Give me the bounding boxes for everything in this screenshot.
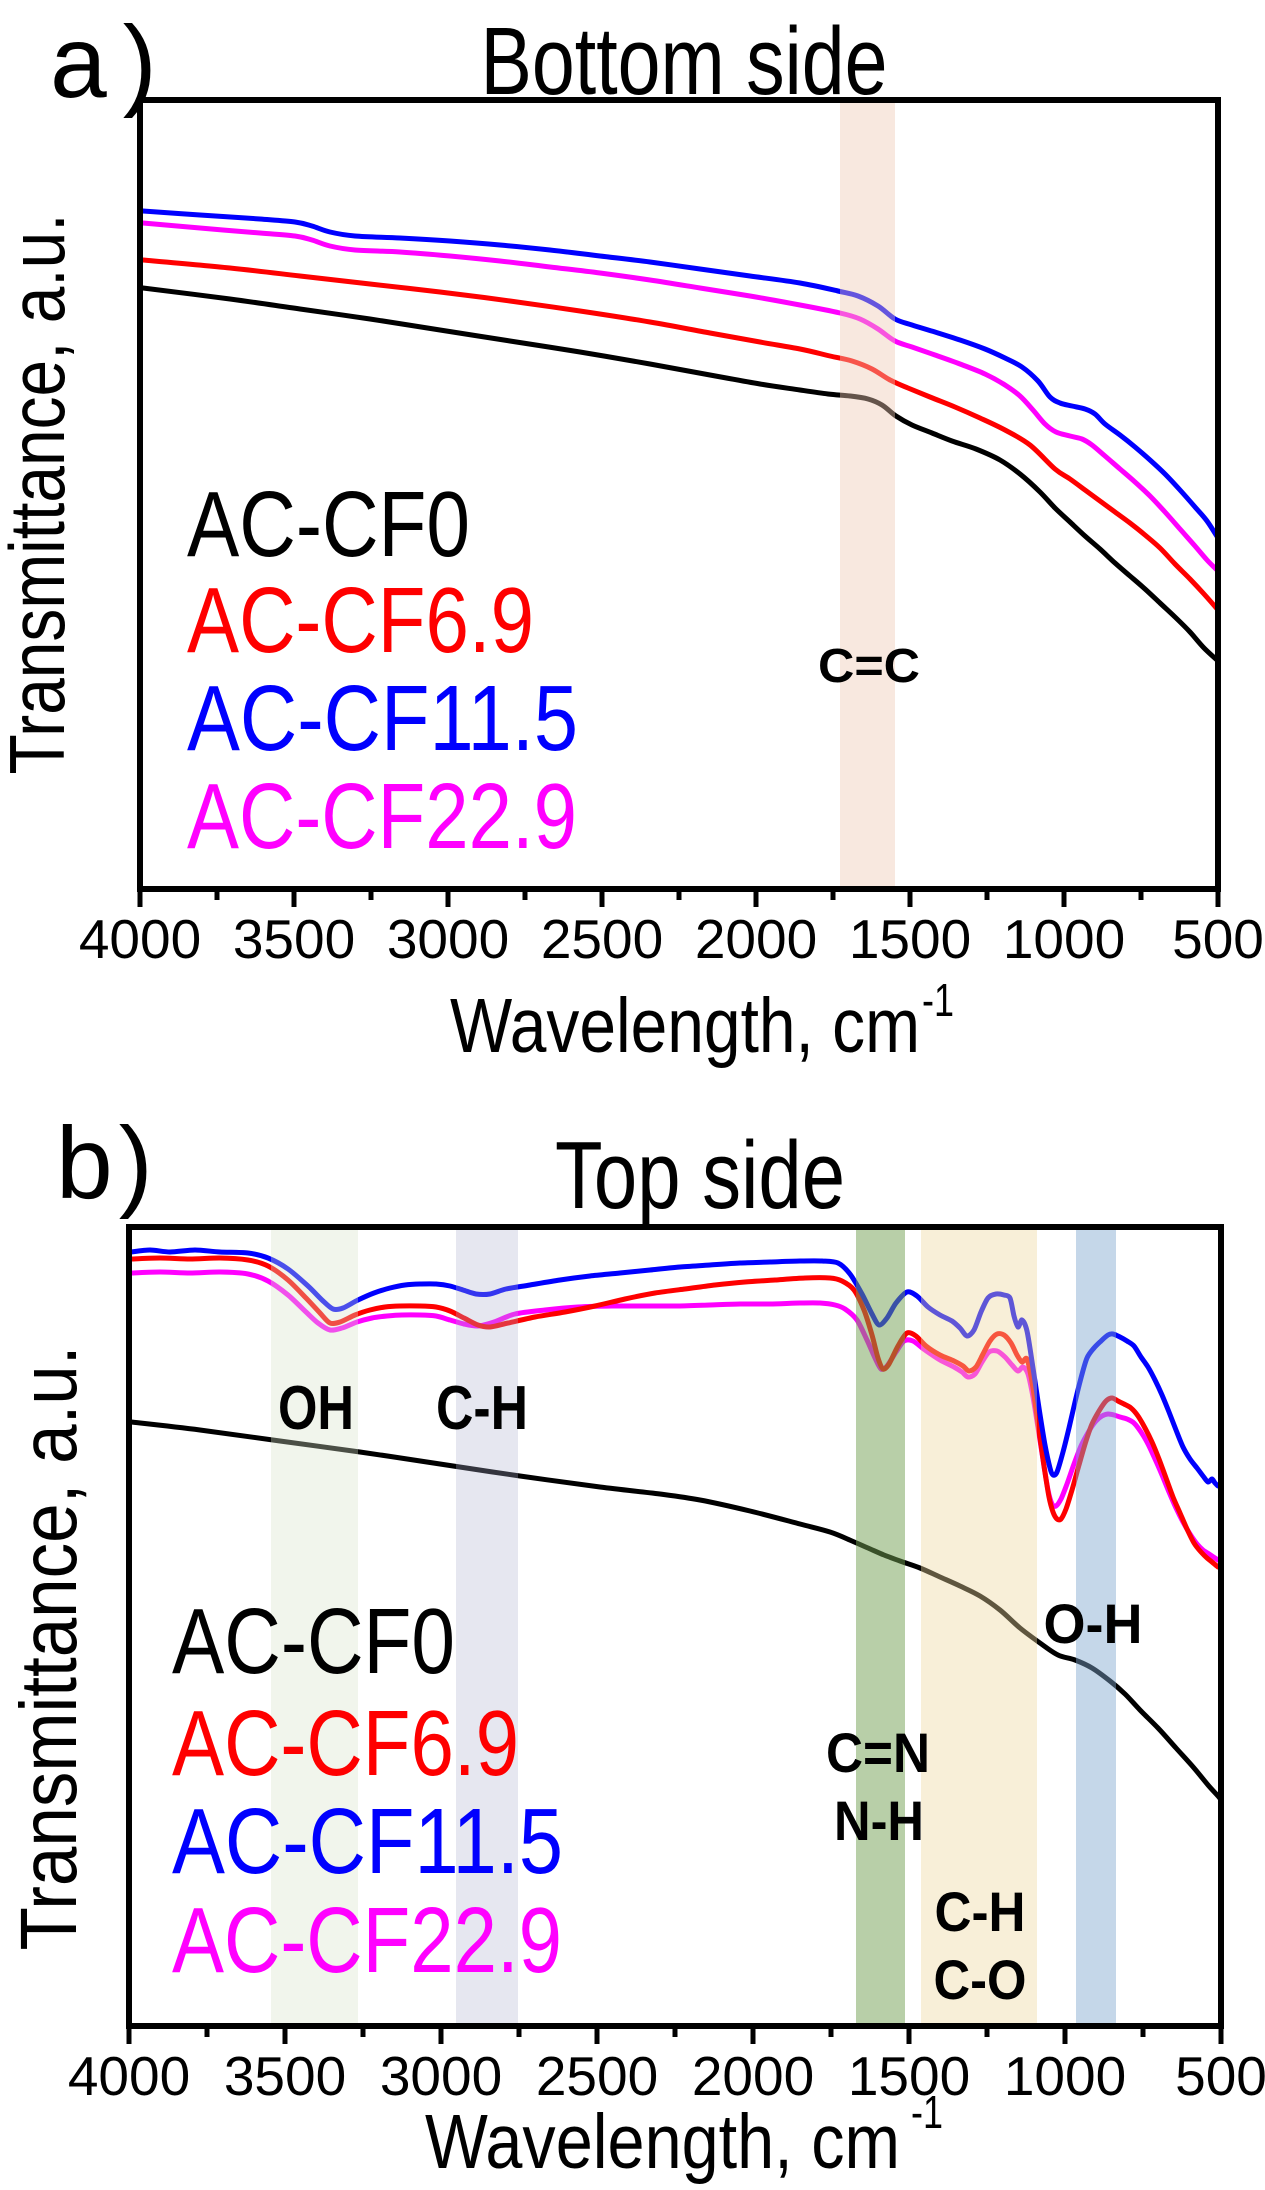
svg-text:4000: 4000 bbox=[79, 908, 201, 970]
svg-text:AC-CF6.9: AC-CF6.9 bbox=[187, 568, 534, 672]
svg-text:OH: OH bbox=[278, 1374, 354, 1443]
svg-text:1000: 1000 bbox=[1003, 908, 1125, 970]
svg-text:Bottom side: Bottom side bbox=[481, 8, 888, 115]
svg-text:AC-CF11.5: AC-CF11.5 bbox=[172, 1789, 563, 1893]
svg-text:C-H: C-H bbox=[935, 1880, 1026, 1943]
svg-text:-1: -1 bbox=[911, 2086, 943, 2138]
svg-text:C=C: C=C bbox=[818, 640, 920, 693]
svg-text:N-H: N-H bbox=[834, 1789, 924, 1852]
svg-text:2500: 2500 bbox=[541, 908, 663, 970]
svg-text:500: 500 bbox=[1172, 908, 1264, 970]
svg-text:Wavelength, cm: Wavelength, cm bbox=[450, 983, 920, 1069]
svg-text:4000: 4000 bbox=[68, 2045, 190, 2107]
svg-text:b): b) bbox=[56, 1106, 159, 1220]
svg-text:3000: 3000 bbox=[380, 2045, 502, 2107]
svg-text:3500: 3500 bbox=[233, 908, 355, 970]
svg-text:3500: 3500 bbox=[224, 2045, 346, 2107]
svg-text:1500: 1500 bbox=[849, 908, 971, 970]
svg-text:C-H: C-H bbox=[436, 1374, 528, 1443]
svg-text:Transmittance, a.u.: Transmittance, a.u. bbox=[4, 1346, 93, 1951]
svg-text:AC-CF11.5: AC-CF11.5 bbox=[187, 666, 578, 770]
svg-text:a): a) bbox=[50, 5, 173, 119]
svg-text:2000: 2000 bbox=[692, 2045, 814, 2107]
svg-text:AC-CF22.9: AC-CF22.9 bbox=[187, 764, 577, 868]
svg-text:O-H: O-H bbox=[1044, 1592, 1143, 1655]
svg-text:C-O: C-O bbox=[934, 1948, 1027, 2011]
svg-text:500: 500 bbox=[1175, 2045, 1265, 2107]
svg-text:Transmittance, a.u.: Transmittance, a.u. bbox=[0, 214, 81, 775]
svg-text:Top side: Top side bbox=[555, 1122, 845, 1229]
svg-text:Wavelength, cm: Wavelength, cm bbox=[425, 2099, 900, 2185]
svg-text:AC-CF22.9: AC-CF22.9 bbox=[172, 1888, 562, 1992]
svg-text:AC-CF0: AC-CF0 bbox=[187, 472, 470, 576]
svg-text:3000: 3000 bbox=[387, 908, 509, 970]
svg-text:AC-CF6.9: AC-CF6.9 bbox=[172, 1691, 519, 1795]
svg-text:2500: 2500 bbox=[536, 2045, 658, 2107]
svg-text:1500: 1500 bbox=[848, 2045, 970, 2107]
svg-text:1000: 1000 bbox=[1004, 2045, 1126, 2107]
svg-text:C=N: C=N bbox=[826, 1721, 930, 1784]
svg-text:-1: -1 bbox=[922, 974, 954, 1026]
svg-text:AC-CF0: AC-CF0 bbox=[172, 1589, 455, 1693]
svg-text:2000: 2000 bbox=[695, 908, 817, 970]
